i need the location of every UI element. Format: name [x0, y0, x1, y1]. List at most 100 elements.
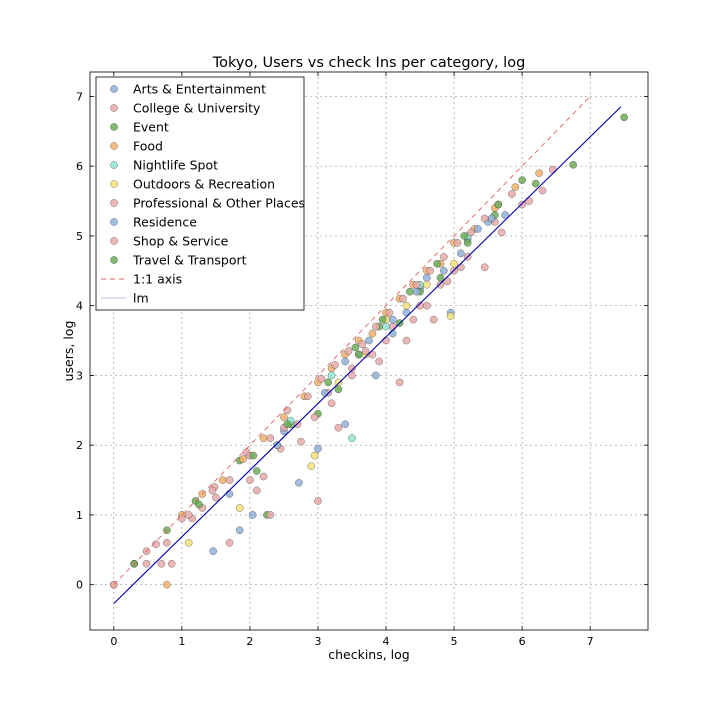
scatter-point [163, 538, 171, 547]
y-tick-label: 2 [76, 439, 83, 452]
scatter-point [259, 434, 268, 443]
scatter-point [327, 371, 336, 380]
scatter-point [497, 228, 506, 237]
legend-label: Shop & Service [133, 234, 229, 249]
scatter-point [225, 476, 234, 484]
scatter-point [385, 308, 394, 317]
scatter-point [388, 329, 397, 338]
y-tick-label: 0 [76, 579, 83, 592]
scatter-point [494, 200, 503, 209]
scatter-point [450, 259, 458, 268]
x-tick-label: 2 [246, 635, 253, 648]
scatter-point [327, 399, 336, 408]
scatter-point [402, 308, 411, 317]
plot-area-frame [89, 71, 649, 631]
scatter-point [426, 266, 435, 275]
x-tick-label: 1 [178, 635, 185, 648]
scatter-point [246, 476, 254, 484]
scatter-point [433, 259, 441, 268]
legend-label: Arts & Entertainment [133, 82, 266, 97]
scatter-point [423, 280, 431, 289]
y-axis-label: users, log [61, 321, 76, 382]
legend: Arts & Entertainment College & University… [95, 76, 305, 311]
legend-marker [110, 161, 118, 169]
scatter-point [535, 169, 543, 177]
scatter-point [351, 343, 360, 352]
scatter-point [525, 197, 533, 205]
scatter-point [402, 301, 411, 310]
scatter-point [371, 322, 380, 331]
scatter-point [252, 486, 261, 495]
reference-lines [113, 96, 622, 604]
legend-label: Outdoors & Recreation [133, 177, 275, 192]
legend-label: Nightlife Spot [133, 158, 218, 173]
scatter-point [361, 347, 370, 355]
legend-label: Professional & Other Places [133, 196, 305, 211]
y-tick-label: 3 [76, 369, 83, 382]
scatter-point [283, 420, 292, 429]
lm-line [113, 106, 622, 604]
scatter-point [163, 580, 171, 589]
scatter-point [457, 263, 465, 272]
scatter-point [480, 214, 489, 223]
grid [90, 72, 648, 630]
legend-label: 1:1 axis [133, 272, 182, 287]
scatter-point [317, 375, 326, 383]
x-tick-label: 7 [587, 635, 594, 648]
scatter-point [239, 455, 247, 463]
scatter-point [436, 273, 445, 282]
scatter-point [463, 239, 472, 247]
scatter-point [208, 486, 217, 495]
scatter-point [416, 301, 424, 310]
scatter-point [440, 253, 448, 261]
scatter-point [167, 559, 176, 568]
legend-label: lm [133, 291, 149, 306]
x-tick-label: 0 [110, 635, 117, 648]
scatter-point [436, 280, 445, 289]
scatter-point [331, 361, 339, 369]
y-tick-label: 5 [76, 230, 83, 243]
scatter-point [314, 497, 322, 505]
scatter-point [266, 511, 275, 519]
scatter-point [501, 211, 509, 219]
scatter-point [310, 451, 319, 460]
scatter-point [371, 371, 380, 380]
scatter-point [248, 511, 257, 519]
legend-marker [110, 237, 118, 245]
scatter-point [467, 228, 475, 237]
scatter-point [354, 350, 363, 359]
x-tick-label: 5 [451, 635, 458, 648]
legend-label: Travel & Transport [132, 253, 247, 268]
scatter-point [334, 423, 343, 432]
legend-marker [110, 218, 118, 226]
scatter-point [303, 392, 312, 401]
scatter-point [142, 559, 151, 568]
scatter-point [474, 225, 482, 233]
scatter-point [569, 160, 577, 169]
legend-box [95, 76, 305, 311]
legend-marker [110, 123, 118, 131]
scatter-point [548, 165, 557, 174]
scatter-point [152, 540, 160, 549]
scatter-point [538, 186, 547, 195]
scatter-point [249, 451, 258, 460]
scatter-point [252, 467, 261, 475]
scatter-point [443, 277, 452, 286]
legend-marker [110, 85, 118, 93]
legend-label: College & University [133, 101, 261, 116]
scatter-point [399, 294, 407, 303]
x-tick-label: 6 [519, 635, 526, 648]
scatter-point [395, 378, 404, 387]
scatter-point [235, 504, 244, 512]
scatter-point [225, 538, 234, 547]
scatter-point [382, 336, 390, 345]
scatter-point [218, 476, 227, 484]
legend-marker [110, 199, 118, 207]
scatter-point [487, 214, 496, 223]
scatter-point [157, 559, 166, 568]
scatter-point [423, 301, 431, 310]
scatter-point [184, 538, 193, 547]
scatter-point [518, 200, 526, 209]
legend-marker [110, 142, 118, 150]
